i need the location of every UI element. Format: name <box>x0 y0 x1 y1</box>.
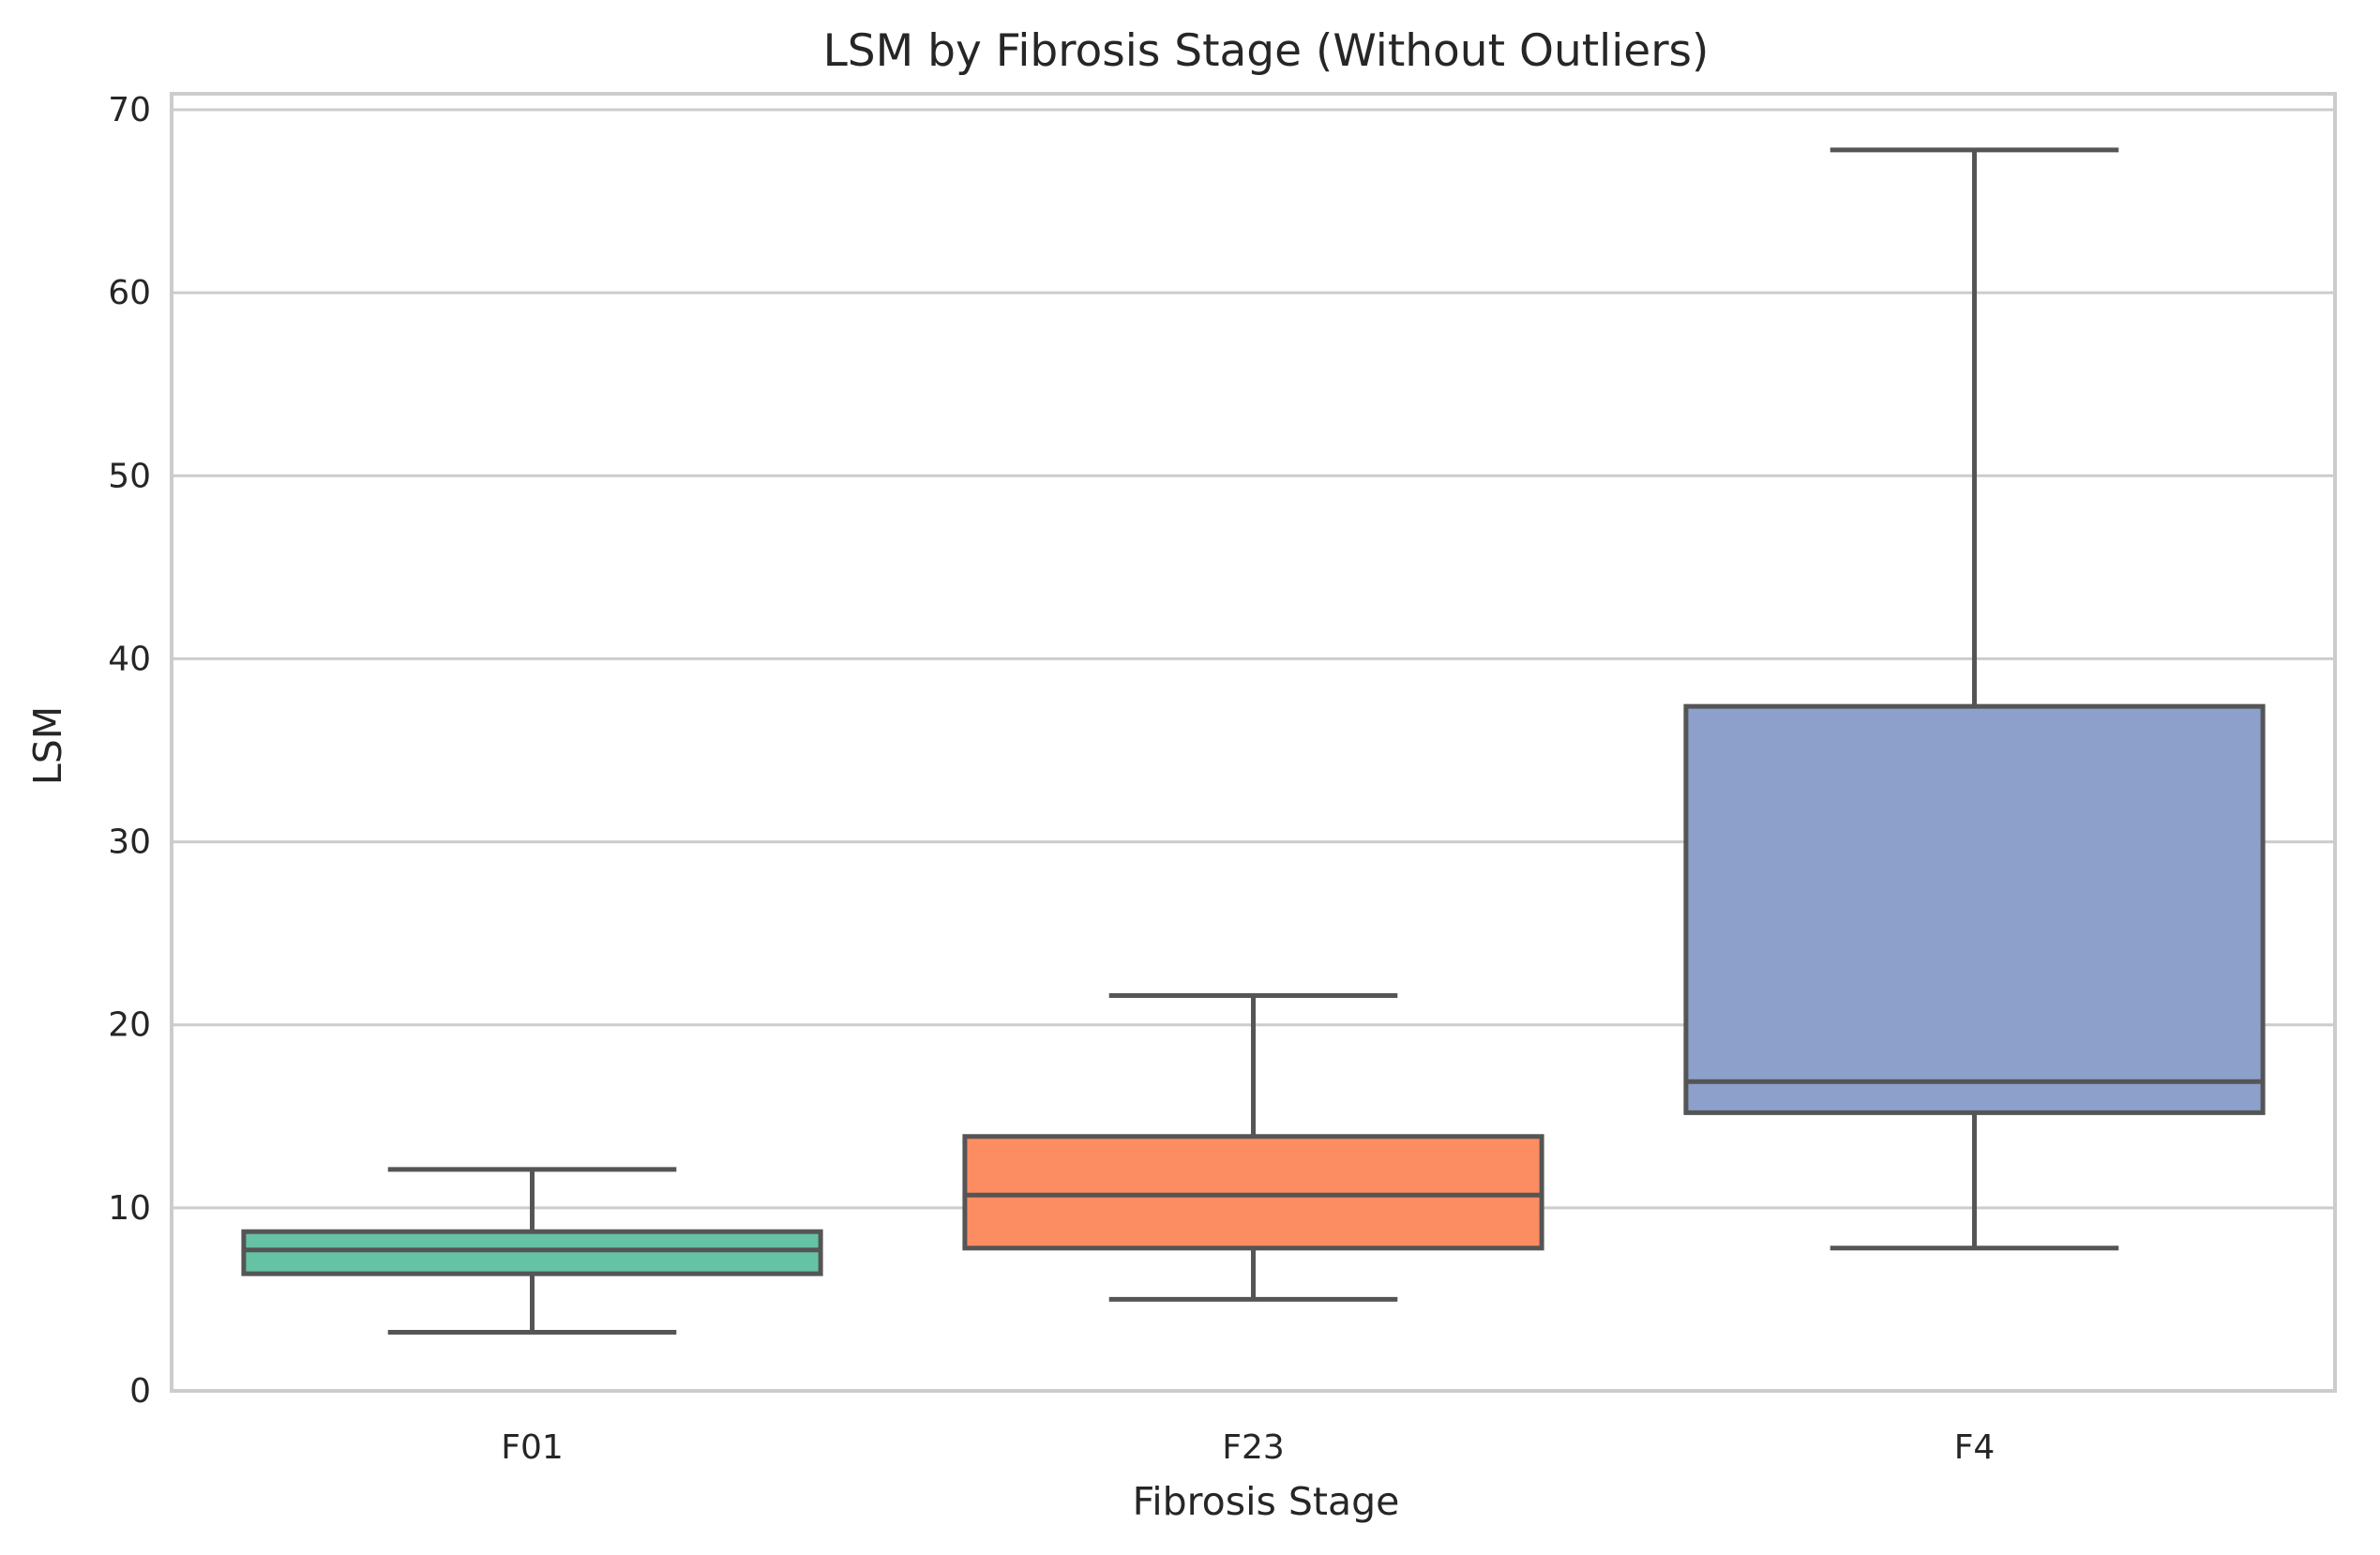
x-tick-label: F4 <box>1954 1428 1996 1467</box>
y-tick-label: 20 <box>108 1006 151 1045</box>
box-f01 <box>241 1167 823 1336</box>
iqr-box <box>1683 703 2266 1115</box>
x-axis-ticks: F01 F23 F4 <box>501 1428 1995 1467</box>
y-axis-label: LSM <box>25 706 70 785</box>
x-tick-label: F01 <box>501 1428 564 1467</box>
y-axis-ticks: 0 10 20 30 40 50 60 70 <box>108 91 151 1411</box>
plot-frame <box>170 92 2337 1393</box>
box-f4 <box>1683 147 2266 1251</box>
box-f23 <box>962 992 1544 1302</box>
y-tick-label: 0 <box>129 1372 151 1411</box>
y-tick-label: 60 <box>108 274 151 312</box>
x-tick-label: F23 <box>1222 1428 1285 1467</box>
y-tick-label: 30 <box>108 823 151 862</box>
box-series <box>241 147 2266 1336</box>
y-tick-label: 40 <box>108 640 151 678</box>
x-axis-label: Fibrosis Stage <box>1133 1479 1400 1524</box>
gridlines <box>172 108 2335 1210</box>
y-tick-label: 70 <box>108 91 151 129</box>
chart-title: LSM by Fibrosis Stage (Without Outliers) <box>823 25 1710 77</box>
y-tick-label: 10 <box>108 1189 151 1228</box>
iqr-box <box>241 1229 823 1276</box>
y-tick-label: 50 <box>108 457 151 495</box>
iqr-box <box>962 1134 1544 1251</box>
